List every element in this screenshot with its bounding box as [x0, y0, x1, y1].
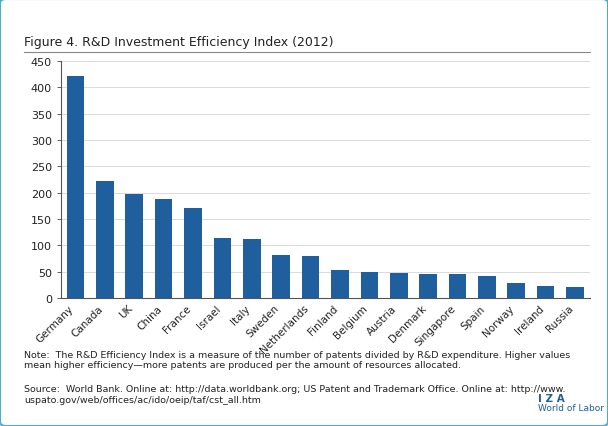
Bar — [537, 286, 554, 298]
Bar — [213, 238, 231, 298]
Bar — [508, 283, 525, 298]
Text: World of Labor: World of Labor — [538, 403, 604, 412]
Bar — [96, 181, 114, 298]
Bar — [420, 274, 437, 298]
Bar — [125, 195, 143, 298]
Bar — [272, 256, 290, 298]
Bar — [449, 274, 466, 298]
Bar — [390, 273, 407, 298]
Bar — [184, 208, 202, 298]
Bar — [566, 288, 584, 298]
Bar — [331, 271, 349, 298]
Text: Figure 4. R&D Investment Efficiency Index (2012): Figure 4. R&D Investment Efficiency Inde… — [24, 36, 334, 49]
Text: Source:  World Bank. Online at: http://data.worldbank.org; US Patent and Tradema: Source: World Bank. Online at: http://da… — [24, 384, 566, 403]
Bar — [155, 200, 173, 298]
Text: I Z A: I Z A — [538, 393, 565, 403]
Bar — [302, 257, 319, 298]
Bar — [243, 239, 261, 298]
Bar — [478, 276, 496, 298]
Bar — [361, 272, 378, 298]
Bar — [67, 77, 85, 298]
Text: Note:  The R&D Efficiency Index is a measure of the number of patents divided by: Note: The R&D Efficiency Index is a meas… — [24, 350, 570, 369]
